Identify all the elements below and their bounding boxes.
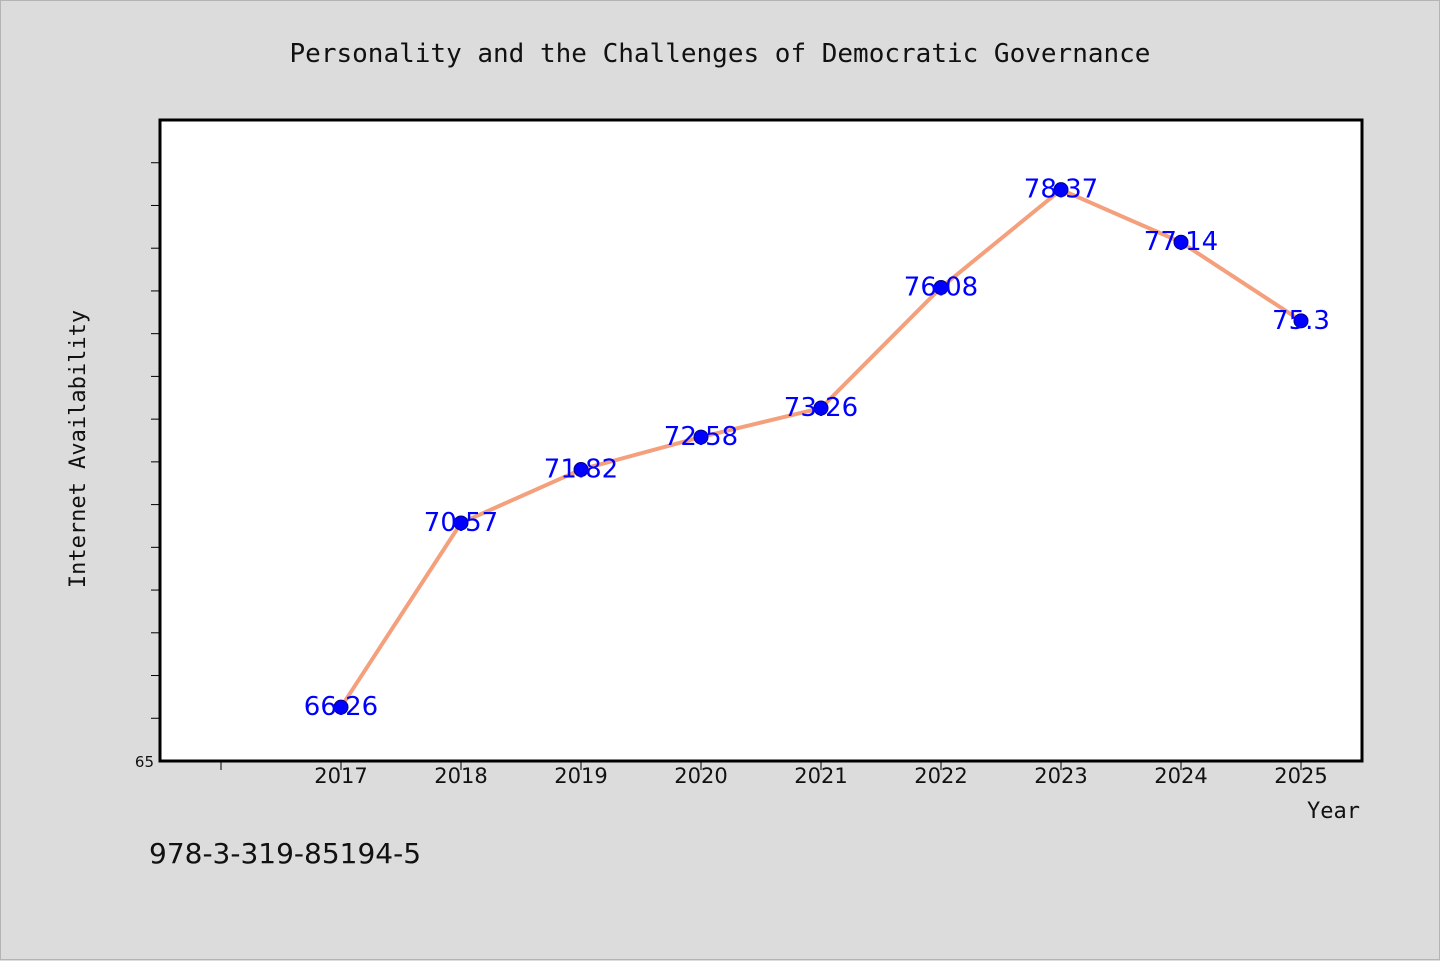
- data-point-2017: [333, 699, 349, 715]
- data-point-2019: [573, 462, 589, 478]
- x-tick-label-2020: 2020: [674, 764, 727, 788]
- x-tick-label-2019: 2019: [554, 764, 607, 788]
- y-tick-label-min: 65: [135, 753, 154, 771]
- y-axis-ticks: [151, 162, 160, 719]
- x-axis-tick-labels: 2017 2018 2019 2020 2021 2022 2023 2024 2025: [314, 764, 1327, 788]
- data-point-2020: [693, 429, 709, 445]
- data-point-2021: [813, 400, 829, 416]
- data-point-2023: [1053, 182, 1069, 198]
- x-tick-label-2022: 2022: [914, 764, 967, 788]
- data-label-2024: 77.14: [1144, 227, 1218, 257]
- x-tick-label-2018: 2018: [434, 764, 487, 788]
- data-label-2017: 66.26: [304, 692, 378, 722]
- data-point-2022: [933, 280, 949, 296]
- x-tick-label-2024: 2024: [1154, 764, 1207, 788]
- data-label-2021: 73.26: [784, 393, 858, 423]
- data-label-2019: 71.82: [544, 455, 618, 485]
- data-label-2020: 72.58: [664, 422, 738, 452]
- data-point-2018: [453, 515, 469, 531]
- series-data-labels: 66.26 70.57 71.82 72.58 73.26 76.08 78.37 77.14…: [304, 175, 1330, 723]
- x-axis-ticks: [220, 761, 1302, 770]
- x-tick-label-2025: 2025: [1274, 764, 1327, 788]
- data-label-2023: 78.37: [1024, 175, 1098, 205]
- series-markers: [333, 182, 1309, 715]
- data-label-2025: 75.3: [1272, 306, 1330, 336]
- x-tick-label-2017: 2017: [314, 764, 367, 788]
- isbn-text: 978-3-319-85194-5: [149, 837, 421, 870]
- plot-area: [158, 118, 1364, 763]
- data-point-2024: [1173, 234, 1189, 250]
- data-point-2025: [1293, 313, 1309, 329]
- x-axis-label: Year: [1307, 799, 1360, 824]
- y-axis-label: Internet Availability: [66, 310, 91, 588]
- data-label-2018: 70.57: [424, 508, 498, 538]
- x-tick-label-2023: 2023: [1034, 764, 1087, 788]
- data-label-2022: 76.08: [904, 273, 978, 303]
- x-tick-label-2021: 2021: [794, 764, 847, 788]
- chart-title: Personality and the Challenges of Democr…: [290, 39, 1151, 69]
